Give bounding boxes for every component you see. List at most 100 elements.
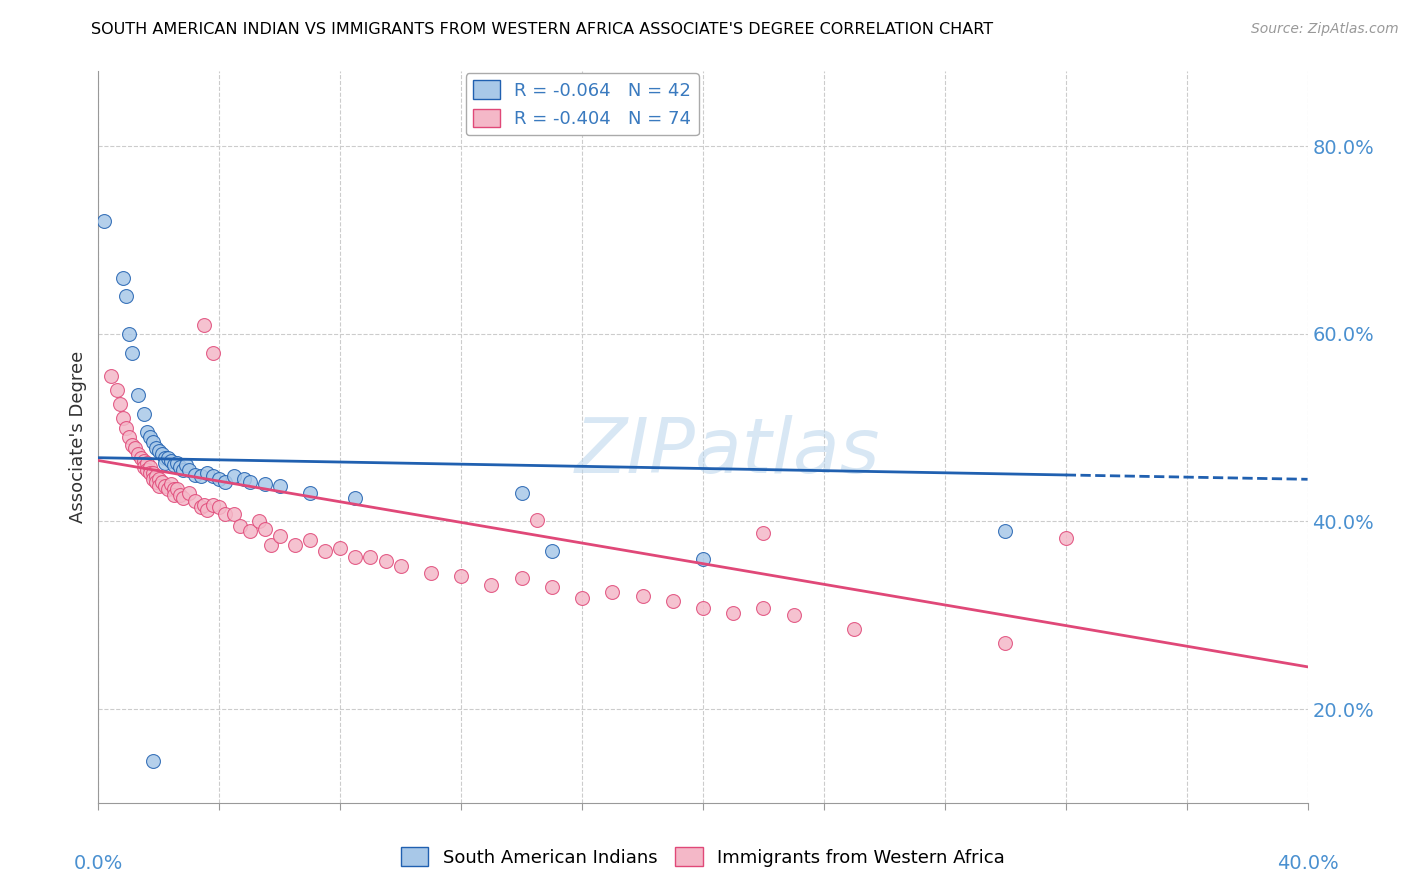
Point	[247, 515, 270, 529]
Point	[118, 430, 141, 444]
Text: Source: ZipAtlas.com: Source: ZipAtlas.com	[1251, 22, 1399, 37]
Point	[752, 600, 775, 615]
Point	[202, 469, 225, 483]
Point	[111, 270, 134, 285]
Point	[661, 594, 683, 608]
Text: 40.0%: 40.0%	[1277, 854, 1339, 873]
Point	[121, 345, 143, 359]
Point	[124, 442, 146, 456]
Point	[314, 544, 336, 558]
Point	[156, 482, 179, 496]
Point	[193, 498, 215, 512]
Point	[224, 507, 246, 521]
Point	[723, 607, 745, 621]
Point	[142, 472, 165, 486]
Point	[344, 491, 367, 505]
Point	[1054, 532, 1077, 546]
Point	[208, 472, 231, 486]
Point	[193, 318, 215, 332]
Point	[160, 453, 183, 467]
Point	[160, 477, 183, 491]
Point	[526, 513, 548, 527]
Point	[142, 466, 165, 480]
Point	[135, 463, 157, 477]
Point	[153, 479, 176, 493]
Point	[105, 383, 128, 397]
Point	[190, 500, 212, 515]
Point	[994, 636, 1017, 650]
Point	[420, 566, 443, 580]
Point	[269, 479, 291, 493]
Point	[208, 500, 231, 515]
Point	[752, 525, 775, 540]
Point	[135, 425, 157, 440]
Text: 0.0%: 0.0%	[73, 854, 124, 873]
Point	[145, 442, 167, 456]
Point	[179, 486, 201, 500]
Point	[169, 460, 191, 475]
Point	[329, 541, 352, 555]
Text: SOUTH AMERICAN INDIAN VS IMMIGRANTS FROM WESTERN AFRICA ASSOCIATE'S DEGREE CORRE: SOUTH AMERICAN INDIAN VS IMMIGRANTS FROM…	[91, 22, 994, 37]
Point	[692, 552, 714, 566]
Point	[195, 503, 218, 517]
Point	[229, 519, 252, 533]
Point	[184, 467, 207, 482]
Point	[150, 475, 173, 489]
Point	[132, 460, 155, 475]
Point	[172, 491, 194, 505]
Point	[163, 488, 186, 502]
Point	[135, 456, 157, 470]
Point	[450, 569, 472, 583]
Point	[994, 524, 1017, 538]
Point	[269, 528, 291, 542]
Point	[260, 538, 283, 552]
Point	[127, 447, 149, 461]
Point	[100, 369, 122, 384]
Point	[360, 550, 382, 565]
Point	[132, 453, 155, 467]
Legend: R = -0.064   N = 42, R = -0.404   N = 74: R = -0.064 N = 42, R = -0.404 N = 74	[465, 73, 699, 136]
Point	[299, 486, 322, 500]
Point	[510, 571, 533, 585]
Point	[374, 554, 396, 568]
Point	[631, 590, 654, 604]
Point	[602, 584, 624, 599]
Point	[114, 289, 136, 303]
Point	[111, 411, 134, 425]
Point	[118, 326, 141, 341]
Point	[150, 447, 173, 461]
Point	[253, 477, 276, 491]
Point	[253, 522, 276, 536]
Point	[299, 533, 322, 548]
Point	[108, 397, 131, 411]
Point	[179, 463, 201, 477]
Point	[481, 578, 503, 592]
Point	[571, 591, 593, 606]
Point	[232, 472, 254, 486]
Point	[148, 479, 170, 493]
Point	[284, 538, 307, 552]
Point	[239, 524, 262, 538]
Point	[166, 482, 188, 496]
Point	[156, 450, 179, 465]
Point	[190, 469, 212, 483]
Y-axis label: Associate's Degree: Associate's Degree	[69, 351, 87, 524]
Point	[93, 214, 115, 228]
Point	[169, 488, 191, 502]
Point	[145, 469, 167, 483]
Point	[510, 486, 533, 500]
Point	[214, 507, 236, 521]
Point	[148, 444, 170, 458]
Point	[184, 493, 207, 508]
Point	[153, 450, 176, 465]
Point	[163, 458, 186, 473]
Point	[129, 450, 152, 465]
Point	[139, 430, 162, 444]
Point	[153, 456, 176, 470]
Point	[239, 475, 262, 489]
Point	[172, 463, 194, 477]
Point	[132, 407, 155, 421]
Point	[139, 460, 162, 475]
Point	[127, 388, 149, 402]
Point	[142, 754, 165, 768]
